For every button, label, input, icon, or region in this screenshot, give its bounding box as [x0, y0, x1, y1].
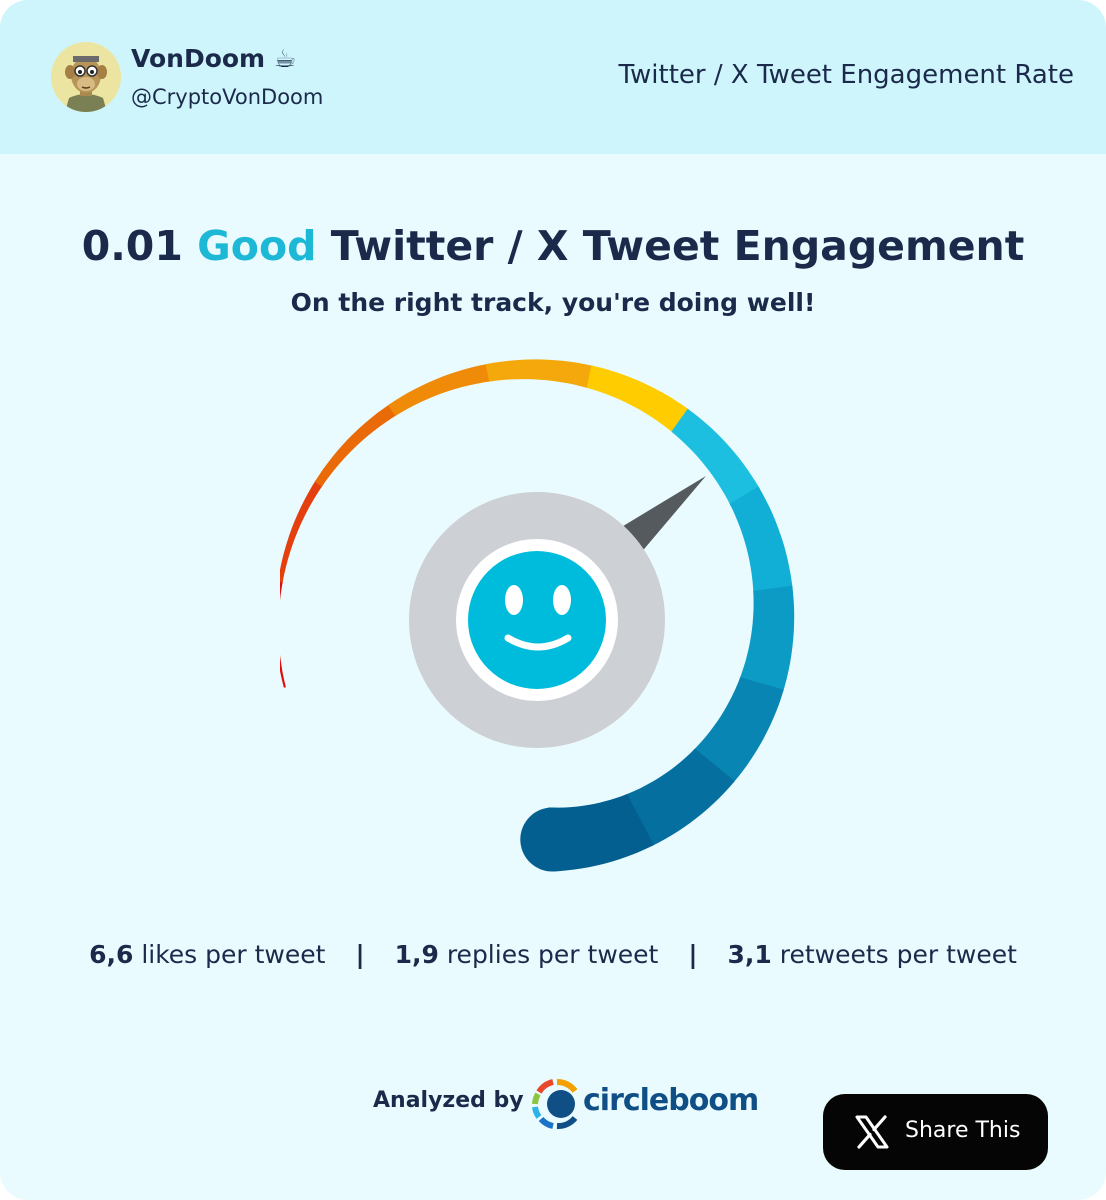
- retweets-stat: 3,1 retweets per tweet: [727, 940, 1016, 969]
- card-header: VonDoom ☕ @CryptoVonDoom Twitter / X Twe…: [0, 0, 1106, 154]
- engagement-stats: 6,6 likes per tweet | 1,9 replies per twee…: [0, 940, 1106, 969]
- gauge-segment: [275, 579, 286, 688]
- likes-value: 6,6: [89, 940, 134, 969]
- likes-label: likes per tweet: [141, 940, 326, 969]
- smiling-face-icon: [468, 551, 606, 689]
- share-button-label: Share This: [905, 1118, 1021, 1143]
- user-handle: @CryptoVonDoom: [131, 85, 324, 109]
- gauge-segment: [388, 363, 492, 416]
- engagement-score: 0.01: [81, 222, 183, 270]
- gauge-segment: [739, 585, 795, 693]
- engagement-rating: Good: [197, 222, 317, 270]
- retweets-value: 3,1: [727, 940, 772, 969]
- gauge-needle: [623, 476, 706, 550]
- gauge-segment: [586, 365, 690, 434]
- gauge-end-cap: [520, 807, 585, 872]
- user-name: VonDoom ☕: [131, 44, 296, 73]
- avatar: [51, 42, 121, 112]
- headline-rest: Twitter / X Tweet Engagement: [330, 222, 1025, 270]
- gauge-segment: [625, 748, 735, 847]
- circleboom-brand: circleboom: [583, 1083, 759, 1118]
- share-button[interactable]: Share This: [823, 1094, 1048, 1170]
- engagement-headline: 0.01 Good Twitter / X Tweet Engagement: [0, 222, 1106, 270]
- stat-separator: |: [355, 940, 365, 969]
- retweets-label: retweets per tweet: [779, 940, 1017, 969]
- likes-stat: 6,6 likes per tweet: [89, 940, 325, 969]
- gauge-segment: [485, 359, 595, 389]
- engagement-message: On the right track, you're doing well!: [290, 288, 816, 317]
- gauge-segment: [729, 486, 793, 594]
- gauge-segment: [693, 677, 784, 784]
- gauge-segment: [277, 479, 324, 583]
- gauge-segment: [314, 403, 398, 487]
- x-logo-icon: [855, 1115, 889, 1149]
- user-display-name: VonDoom: [131, 44, 266, 73]
- replies-label: replies per tweet: [446, 940, 659, 969]
- coffee-icon: ☕: [273, 44, 297, 73]
- analyzed-by-label: Analyzed by: [373, 1088, 524, 1113]
- replies-value: 1,9: [394, 940, 439, 969]
- engagement-gauge: [275, 340, 840, 920]
- report-title: Twitter / X Tweet Engagement Rate: [618, 60, 1074, 90]
- replies-stat: 1,9 replies per tweet: [395, 940, 659, 969]
- stat-separator: |: [688, 940, 698, 969]
- gauge-segment: [671, 408, 760, 506]
- circleboom-logo-icon: [531, 1078, 583, 1130]
